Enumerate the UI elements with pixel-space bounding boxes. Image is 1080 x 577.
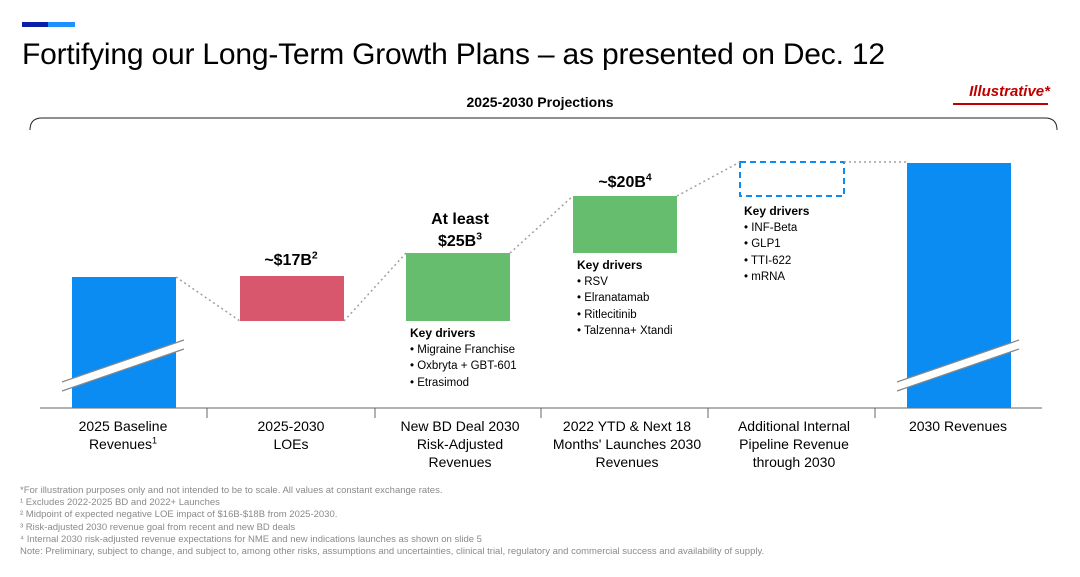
launches-key-drivers: Key drivers RSV Elranatamab Ritlecitinib… (577, 257, 673, 340)
connector-line (175, 276, 241, 322)
category-label-baseline: 2025 Baseline Revenues1 (78, 418, 168, 452)
category-label-loe: 2025-2030 LOEs (257, 418, 325, 452)
driver-item: Etrasimod (410, 375, 517, 392)
category-label-bd: New BD Deal 2030 Risk-Adjusted Revenues (400, 418, 520, 470)
launches-value-label: ~$20B4 (598, 172, 652, 191)
category-label-pipeline: Additional Internal Pipeline Revenue thr… (737, 418, 851, 470)
driver-item: Migraine Franchise (410, 342, 517, 359)
axis-break-line (61, 339, 185, 383)
driver-item: Oxbryta + GBT-601 (410, 358, 516, 375)
bar-pipeline-dashed (739, 161, 845, 197)
footnotes: *For illustration purposes only and not … (20, 485, 764, 558)
key-drivers-heading: Key drivers (577, 258, 643, 272)
footnote-line: ⁴ Internal 2030 risk-adjusted revenue ex… (20, 533, 482, 545)
loe-value-label: ~$17B2 (264, 250, 318, 269)
footnote-line: ³ Risk-adjusted 2030 revenue goal from r… (20, 521, 296, 533)
bar-decrease-1 (240, 276, 344, 321)
key-drivers-heading: Key drivers (744, 204, 810, 218)
driver-item: GLP1 (744, 236, 809, 253)
footnote-line: ² Midpoint of expected negative LOE impa… (20, 509, 338, 521)
driver-item: RSV (577, 274, 673, 291)
connector-line (343, 252, 407, 322)
axis-break-gap (62, 340, 184, 391)
bd-value-label: At least $25B3 (431, 211, 489, 250)
projections-title: 2025-2030 Projections (466, 94, 614, 110)
projections-brace (29, 117, 1058, 131)
axis-break-line (61, 348, 185, 392)
bd-key-drivers: Key drivers Migraine Franchise Oxbryta +… (410, 325, 517, 391)
footnote-line: ¹ Excludes 2022-2025 BD and 2022+ Launch… (20, 497, 220, 509)
driver-item: Elranatamab (577, 290, 673, 307)
connector-line (509, 195, 574, 254)
category-label-launches: 2022 YTD & Next 18 Months' Launches 2030… (552, 418, 702, 470)
category-label-2030: 2030 Revenues (908, 418, 1008, 434)
driver-item: mRNA (744, 269, 809, 286)
footnote-line: *For illustration purposes only and not … (20, 485, 443, 496)
footnote-line: Note: Preliminary, subject to change, an… (20, 546, 765, 558)
pipeline-key-drivers: Key drivers INF-Beta GLP1 TTI-622 mRNA (744, 203, 809, 286)
key-drivers-heading: Key drivers (410, 326, 476, 340)
page-title: Fortifying our Long-Term Growth Plans – … (22, 38, 885, 71)
driver-item: INF-Beta (744, 220, 809, 237)
axis-break-line (896, 348, 1020, 392)
driver-item: Ritlecitinib (577, 307, 673, 324)
driver-item: Talzenna+ Xtandi (577, 323, 673, 340)
bar-total-0 (72, 277, 176, 408)
illustrative-label: Illustrative* (969, 83, 1050, 100)
driver-item: TTI-622 (744, 253, 809, 270)
axis-break-gap (897, 340, 1019, 391)
accent-bar (22, 22, 75, 27)
bar-increase-3 (573, 196, 677, 253)
axis-break-line (896, 339, 1020, 383)
bar-increase-2 (406, 253, 510, 321)
bar-total-5 (907, 163, 1011, 408)
connector-line (676, 161, 741, 197)
illustrative-underline (953, 103, 1048, 105)
